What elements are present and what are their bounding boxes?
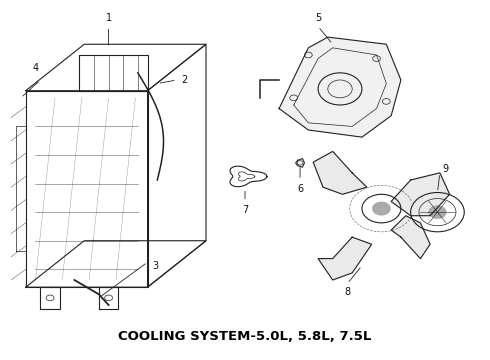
Text: 4: 4	[32, 63, 39, 73]
Text: 8: 8	[344, 287, 350, 297]
Polygon shape	[318, 237, 372, 280]
Text: COOLING SYSTEM-5.0L, 5.8L, 7.5L: COOLING SYSTEM-5.0L, 5.8L, 7.5L	[118, 329, 372, 342]
Text: 7: 7	[242, 205, 248, 215]
Polygon shape	[391, 173, 450, 216]
Text: 5: 5	[315, 13, 321, 23]
Polygon shape	[279, 37, 401, 137]
Text: 2: 2	[182, 75, 188, 85]
Text: 1: 1	[105, 13, 112, 23]
Circle shape	[373, 202, 390, 215]
Text: 6: 6	[297, 184, 303, 194]
Circle shape	[429, 206, 446, 219]
Text: 9: 9	[442, 164, 448, 174]
Polygon shape	[391, 216, 430, 258]
Text: 3: 3	[152, 261, 159, 271]
Polygon shape	[313, 152, 367, 194]
